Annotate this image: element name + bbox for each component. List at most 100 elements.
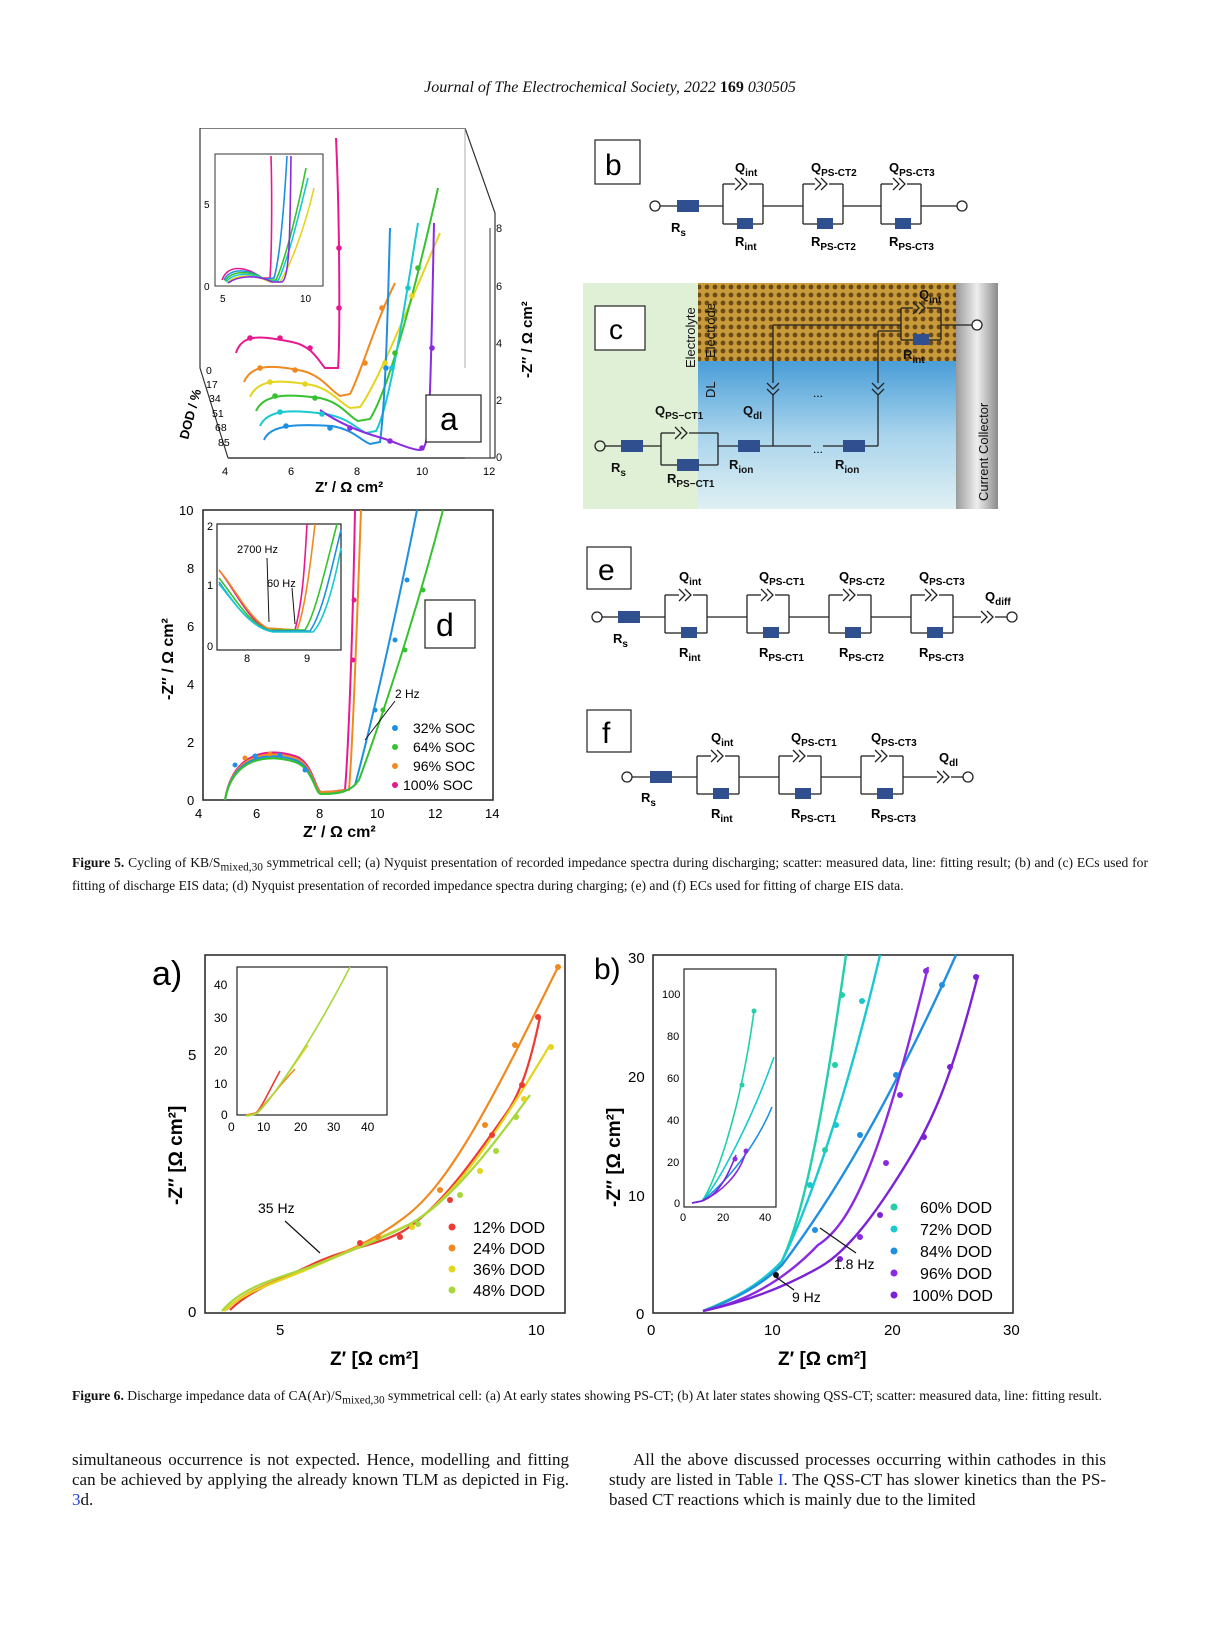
legend-72-dod: 72% DOD (920, 1222, 992, 1239)
ellipsis: ... (813, 386, 823, 400)
inset-y-tick: 100 (662, 989, 680, 1001)
curve-dod-0 (235, 137, 341, 369)
svg-text:RPS−CT1: RPS−CT1 (667, 471, 715, 490)
legend-100-dod: 100% DOD (912, 1288, 993, 1305)
table-1-link[interactable]: I (777, 1470, 784, 1489)
panel-label-6a: a) (152, 955, 182, 993)
legend-64-soc: 64% SOC (413, 739, 475, 755)
curve-dod-85a (263, 227, 391, 446)
fig5-panel-f: f Rs Qint Rint QPS-CT1 RPS-CT1 QPS-CT3 R… (586, 709, 974, 825)
x-tick: 4 (222, 466, 228, 478)
depth-tick: 0 (206, 365, 212, 377)
panel-label-e: e (598, 554, 615, 587)
inset-x-tick: 10 (257, 1120, 271, 1134)
inset-x-tick: 30 (327, 1120, 341, 1134)
svg-text:RPS-CT1: RPS-CT1 (759, 645, 804, 664)
x-tick: 10 (370, 806, 384, 821)
x-tick: 8 (354, 466, 360, 478)
annotation-2hz: 2 Hz (395, 687, 420, 701)
inset-y-tick: 5 (204, 200, 210, 211)
inset-y-tick: 60 (667, 1073, 679, 1085)
y-tick: 4 (187, 677, 194, 692)
fig5-panel-c: Electrolyte Electrode DL Current Collect… (583, 283, 998, 509)
panel-label-d: d (436, 607, 454, 643)
y-tick: 20 (628, 1069, 645, 1086)
y-axis-label: -Z″ [Ω cm²] (166, 1106, 187, 1205)
fig6a-inset (236, 966, 388, 1116)
legend-100-soc: 100% SOC (403, 777, 473, 793)
figure-3-link[interactable]: 3 (72, 1490, 81, 1509)
x-axis-label: Z′ [Ω cm²] (330, 1349, 418, 1370)
x-tick: 12 (428, 806, 442, 821)
panel-label-f: f (602, 717, 611, 750)
curve-dod-17 (243, 282, 396, 398)
svg-text:Rion: Rion (835, 457, 859, 476)
depth-axis-label: DOD / % (176, 387, 204, 441)
svg-text:Rs: Rs (641, 790, 656, 809)
x-tick: 20 (884, 1322, 901, 1339)
panel-label-b: b (605, 149, 622, 182)
svg-text:QPS-CT1: QPS-CT1 (759, 569, 805, 588)
svg-text:Rint: Rint (903, 347, 925, 366)
legend-96-dod: 96% DOD (920, 1266, 992, 1283)
x-tick: 14 (485, 806, 499, 821)
inset-x-tick: 10 (300, 294, 312, 305)
legend-48-dod: 48% DOD (473, 1283, 545, 1300)
inset-y-tick: 2 (207, 521, 213, 533)
x-tick: 0 (647, 1322, 655, 1339)
fig6-panel-a: a) 5 10 0 5 Z′ [Ω cm²] -Z″ [Ω cm²] 35 Hz… (152, 954, 566, 1370)
x-tick: 6 (288, 466, 294, 478)
inset-x-tick: 40 (361, 1120, 375, 1134)
y-tick: 10 (179, 503, 193, 518)
inset-y-tick: 0 (204, 282, 210, 293)
dl-label: DL (703, 381, 718, 398)
annotation-9hz: 9 Hz (792, 1289, 821, 1305)
svg-text:Qdiff: Qdiff (985, 589, 1011, 608)
svg-text:Qdl: Qdl (939, 750, 958, 769)
inset-x-tick: 5 (220, 294, 226, 305)
svg-text:Rint: Rint (679, 645, 701, 664)
y-tick: 5 (188, 1047, 196, 1064)
x-tick: 6 (253, 806, 260, 821)
svg-text:QPS-CT3: QPS-CT3 (871, 730, 917, 749)
inset-y-tick: 10 (214, 1077, 228, 1091)
svg-text:Rion: Rion (729, 457, 753, 476)
svg-text:RPS-CT1: RPS-CT1 (791, 806, 836, 825)
svg-text:Qint: Qint (679, 569, 702, 588)
svg-text:RPS-CT3: RPS-CT3 (889, 234, 934, 253)
x-axis-label: Z′ [Ω cm²] (778, 1349, 866, 1370)
curve-dod-85b (319, 222, 435, 452)
svg-text:Qint: Qint (711, 730, 734, 749)
y-tick: 30 (628, 950, 645, 967)
z-tick: 4 (496, 338, 502, 350)
svg-text:QPS-CT2: QPS-CT2 (839, 569, 885, 588)
svg-text:Rs: Rs (611, 460, 626, 479)
inset-annotation-2700hz: 2700 Hz (237, 544, 278, 556)
depth-tick: 34 (209, 393, 221, 405)
y-axis-label: -Z″ / Ω cm² (519, 301, 536, 378)
inset-x-tick: 40 (759, 1212, 771, 1224)
inset-y-tick: 0 (207, 641, 213, 653)
x-tick: 10 (764, 1322, 781, 1339)
inset-y-tick: 20 (214, 1044, 228, 1058)
y-tick: 0 (636, 1306, 644, 1323)
svg-text:Qint: Qint (735, 160, 758, 179)
fig5-panel-a: 8 6 4 2 0 -Z″ / Ω cm² 4 6 8 10 12 Z′ / Ω… (176, 128, 536, 496)
svg-text:QPS-CT3: QPS-CT3 (889, 160, 935, 179)
electrolyte-label: Electrolyte (683, 307, 698, 368)
z-tick: 6 (496, 281, 502, 293)
svg-text:RPS-CT3: RPS-CT3 (919, 645, 964, 664)
inset-annotation-60hz: 60 Hz (267, 578, 296, 590)
panel-label-a: a (440, 401, 458, 437)
svg-text:QPS−CT1: QPS−CT1 (655, 403, 704, 422)
y-tick: 2 (187, 735, 194, 750)
legend-84-dod: 84% DOD (920, 1244, 992, 1261)
x-tick: 12 (483, 466, 495, 478)
x-tick: 30 (1003, 1322, 1020, 1339)
inset-y-tick: 40 (667, 1115, 679, 1127)
panel-label-c: c (609, 314, 623, 345)
y-tick: 8 (187, 561, 194, 576)
depth-tick: 17 (206, 379, 218, 391)
depth-tick: 51 (212, 408, 224, 420)
depth-tick: 85 (218, 437, 230, 449)
